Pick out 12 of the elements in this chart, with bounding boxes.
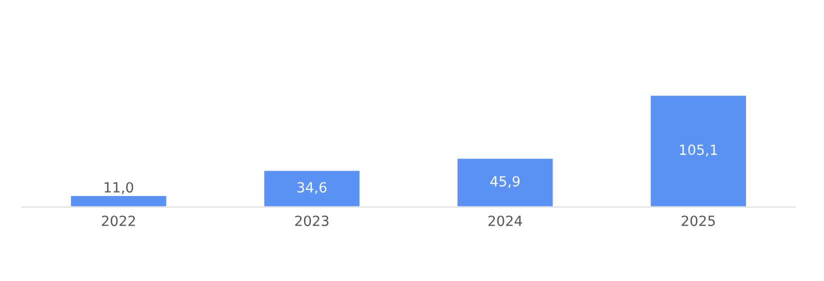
- x-tick-label: 2022: [102, 216, 135, 226]
- bar: [70, 194, 168, 207]
- data-label: 105,1: [680, 144, 717, 156]
- bar: [262, 169, 361, 207]
- bar: [649, 95, 748, 207]
- bar: [456, 157, 554, 207]
- x-tick-label: 2025: [682, 216, 715, 226]
- x-tick-label: 2024: [488, 216, 522, 226]
- data-label: 34,6: [297, 182, 326, 194]
- data-label: 45,9: [490, 176, 520, 188]
- data-label: 11,0: [104, 182, 134, 194]
- x-tick-label: 2023: [295, 216, 328, 226]
